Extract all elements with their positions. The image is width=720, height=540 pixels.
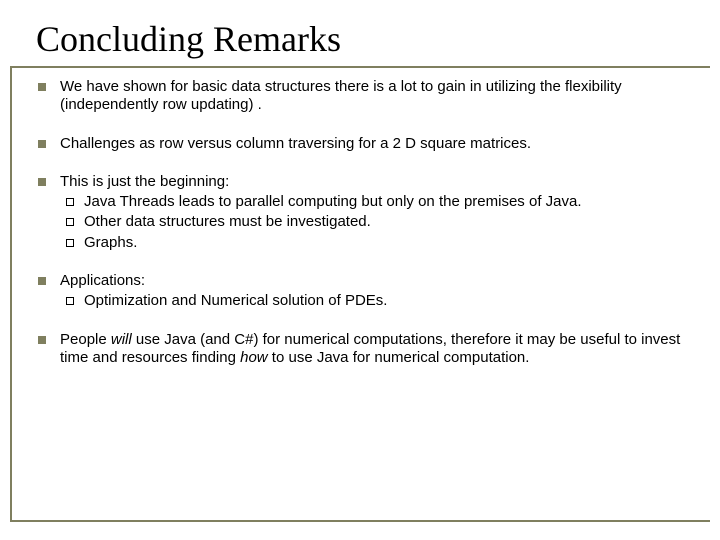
bullet-item: This is just the beginning: Java Threads… — [36, 173, 710, 252]
bullet-text-italic: how — [240, 349, 268, 366]
bullet-text: Applications: — [60, 272, 145, 289]
slide: Concluding Remarks We have shown for bas… — [0, 0, 720, 540]
bullet-item: Applications: Optimization and Numerical… — [36, 272, 710, 311]
slide-title: Concluding Remarks — [36, 18, 696, 60]
frame-left — [10, 66, 12, 522]
sub-bullet-text: Java Threads leads to parallel computing… — [84, 193, 582, 210]
bullet-text: This is just the beginning: — [60, 173, 229, 190]
bullet-item: People will use Java (and C#) for numeri… — [36, 331, 710, 368]
sub-bullet-item: Graphs. — [60, 234, 710, 252]
sub-bullet-text: Optimization and Numerical solution of P… — [84, 292, 387, 309]
bullet-text-part: People — [60, 331, 111, 348]
sub-bullet-text: Graphs. — [84, 234, 137, 251]
bullet-text-italic: will — [111, 331, 132, 348]
bullet-list: We have shown for basic data structures … — [36, 78, 710, 367]
frame-bottom — [10, 520, 710, 522]
bullet-text: We have shown for basic data structures … — [60, 78, 622, 113]
sub-bullet-item: Optimization and Numerical solution of P… — [60, 292, 710, 310]
slide-body: We have shown for basic data structures … — [36, 78, 710, 387]
bullet-text-part: to use Java for numerical computation. — [268, 349, 530, 366]
sub-bullet-item: Java Threads leads to parallel computing… — [60, 193, 710, 211]
bullet-item: We have shown for basic data structures … — [36, 78, 710, 115]
sub-bullet-item: Other data structures must be investigat… — [60, 213, 710, 231]
title-underline — [10, 66, 710, 68]
sub-bullet-text: Other data structures must be investigat… — [84, 213, 371, 230]
bullet-text: Challenges as row versus column traversi… — [60, 135, 531, 152]
sub-bullet-list: Optimization and Numerical solution of P… — [60, 292, 710, 310]
sub-bullet-list: Java Threads leads to parallel computing… — [60, 193, 710, 252]
bullet-item: Challenges as row versus column traversi… — [36, 135, 710, 153]
